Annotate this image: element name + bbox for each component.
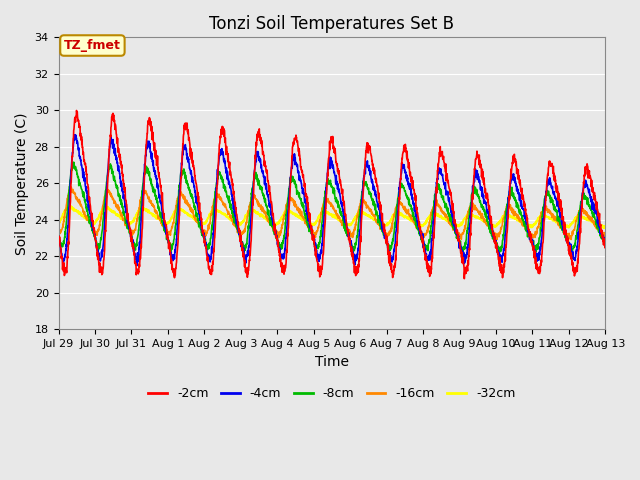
Y-axis label: Soil Temperature (C): Soil Temperature (C) — [15, 112, 29, 254]
Legend: -2cm, -4cm, -8cm, -16cm, -32cm: -2cm, -4cm, -8cm, -16cm, -32cm — [143, 382, 520, 405]
Title: Tonzi Soil Temperatures Set B: Tonzi Soil Temperatures Set B — [209, 15, 454, 33]
X-axis label: Time: Time — [315, 355, 349, 369]
Text: TZ_fmet: TZ_fmet — [64, 39, 121, 52]
